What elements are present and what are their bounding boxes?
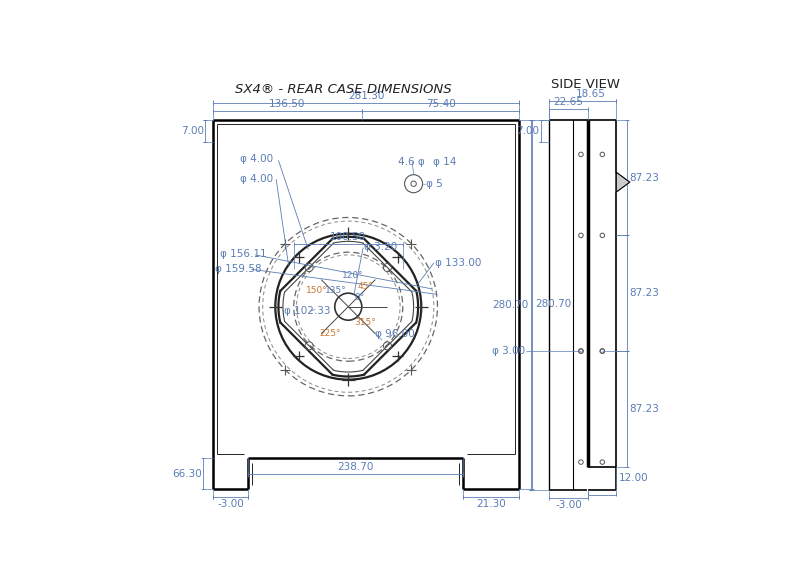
Polygon shape: [617, 172, 629, 192]
Text: 87.23: 87.23: [629, 288, 659, 298]
Text: φ 3.20: φ 3.20: [364, 242, 397, 252]
Text: φ 102.33: φ 102.33: [284, 306, 331, 316]
Text: 0°: 0°: [354, 292, 365, 302]
Text: φ 96.00: φ 96.00: [375, 329, 415, 339]
Text: φ 159.58: φ 159.58: [215, 264, 262, 274]
Text: 4.6 φ: 4.6 φ: [398, 157, 424, 167]
Text: φ 156.11: φ 156.11: [220, 249, 266, 259]
Text: 280.70: 280.70: [535, 300, 571, 309]
Text: -3.00: -3.00: [217, 498, 244, 508]
Text: 281.30: 281.30: [348, 91, 384, 101]
Text: 12.00: 12.00: [618, 473, 648, 483]
Text: 7.00: 7.00: [516, 126, 539, 136]
Text: 22.65: 22.65: [554, 97, 583, 107]
Text: SX4® - REAR CASE DIMENSIONS: SX4® - REAR CASE DIMENSIONS: [236, 82, 452, 95]
Text: -3.00: -3.00: [555, 500, 582, 510]
Text: 21.30: 21.30: [476, 498, 506, 508]
Text: 150°: 150°: [307, 285, 328, 294]
Text: φ 4.00: φ 4.00: [240, 154, 274, 164]
Text: SIDE VIEW: SIDE VIEW: [551, 78, 620, 91]
Text: 136.50: 136.50: [270, 99, 306, 109]
Text: φ 3.00: φ 3.00: [491, 346, 525, 356]
Text: 18.65: 18.65: [575, 89, 605, 99]
Text: φ 14: φ 14: [433, 157, 456, 167]
Text: φ 5: φ 5: [426, 178, 442, 189]
Text: 87.23: 87.23: [629, 404, 659, 414]
Text: 66.30: 66.30: [172, 469, 202, 479]
Text: 45°: 45°: [358, 282, 373, 291]
Text: 75.40: 75.40: [426, 99, 455, 109]
Text: 87.23: 87.23: [629, 173, 659, 183]
Text: 7.00: 7.00: [181, 126, 203, 136]
Text: 315°: 315°: [354, 318, 376, 327]
Text: φ 4.00: φ 4.00: [240, 174, 274, 184]
Text: φ 133.00: φ 133.00: [435, 258, 482, 268]
Text: 120°: 120°: [341, 271, 363, 280]
Text: 225°: 225°: [319, 329, 341, 338]
Text: 100.50: 100.50: [330, 232, 366, 242]
Text: 238.70: 238.70: [337, 463, 374, 473]
Text: 135°: 135°: [325, 285, 346, 294]
Text: 280.70: 280.70: [492, 300, 529, 310]
